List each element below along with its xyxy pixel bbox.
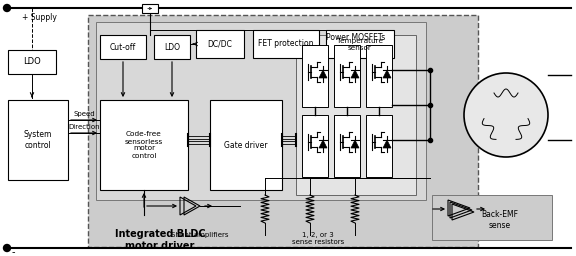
- Bar: [302, 45, 328, 107]
- Text: Code-free
sensorless
motor
control: Code-free sensorless motor control: [125, 132, 163, 158]
- Text: Back-EMF
sense: Back-EMF sense: [482, 210, 518, 230]
- Text: FET protection: FET protection: [258, 39, 314, 48]
- Bar: [142, 4, 158, 13]
- Text: LDO: LDO: [164, 42, 180, 51]
- Bar: [296, 35, 416, 195]
- Bar: [432, 195, 552, 240]
- Bar: [210, 100, 282, 190]
- Text: System
control: System control: [24, 130, 52, 150]
- Bar: [8, 50, 56, 74]
- Circle shape: [3, 5, 10, 12]
- Polygon shape: [351, 70, 359, 78]
- Text: Direction: Direction: [68, 124, 100, 130]
- Polygon shape: [319, 140, 327, 148]
- Bar: [154, 35, 190, 59]
- Polygon shape: [351, 140, 359, 148]
- Bar: [88, 15, 478, 247]
- Polygon shape: [383, 70, 391, 78]
- Text: Gate driver: Gate driver: [224, 141, 268, 150]
- Bar: [334, 45, 360, 107]
- Bar: [302, 115, 328, 177]
- Bar: [100, 35, 146, 59]
- Text: Integrated BLDC
motor driver: Integrated BLDC motor driver: [115, 229, 205, 251]
- Bar: [100, 100, 188, 190]
- Polygon shape: [383, 140, 391, 148]
- Bar: [334, 115, 360, 177]
- Polygon shape: [319, 70, 327, 78]
- Circle shape: [3, 244, 10, 251]
- Bar: [253, 30, 319, 58]
- Text: Temperature
sensor: Temperature sensor: [337, 37, 383, 50]
- Bar: [96, 22, 426, 200]
- Bar: [196, 30, 244, 58]
- Bar: [366, 45, 392, 107]
- Bar: [8, 100, 68, 180]
- Text: Cut-off: Cut-off: [110, 42, 136, 51]
- Text: -: -: [12, 247, 16, 256]
- Text: Shunt amplifiers: Shunt amplifiers: [171, 232, 229, 238]
- Text: Power MOSFETs: Power MOSFETs: [327, 34, 385, 42]
- Bar: [366, 115, 392, 177]
- Text: 1, 2, or 3
sense resistors: 1, 2, or 3 sense resistors: [292, 231, 344, 244]
- Bar: [326, 30, 394, 58]
- Circle shape: [464, 73, 548, 157]
- Text: LDO: LDO: [23, 58, 41, 67]
- Text: + Supply: + Supply: [22, 13, 57, 22]
- Text: Speed: Speed: [73, 111, 95, 117]
- Text: DC/DC: DC/DC: [207, 39, 233, 48]
